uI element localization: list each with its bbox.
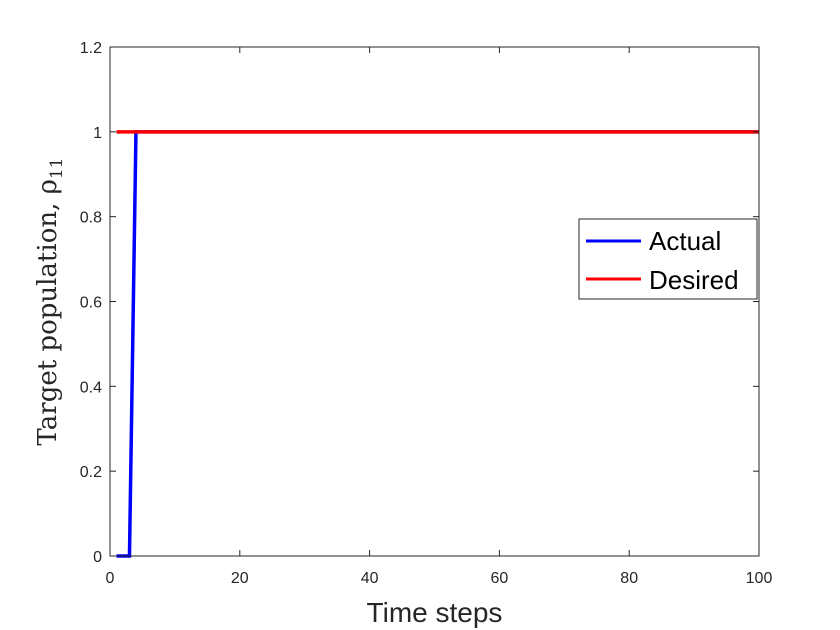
x-axis-ticks: 0 20 40 60 80 100	[106, 47, 773, 587]
y-tick-label: 0	[93, 549, 102, 566]
y-axis-label-main: Target population, ρ	[33, 179, 63, 445]
y-tick-label: 1	[93, 125, 102, 142]
x-tick-label: 60	[491, 570, 509, 587]
x-axis-label: Time steps	[367, 597, 503, 628]
y-tick-label: 0.8	[80, 210, 102, 227]
legend-box	[578, 218, 758, 300]
y-tick-label: 0.4	[80, 379, 102, 396]
y-tick-label: 0.2	[80, 464, 102, 481]
legend-label-desired: Desired	[649, 265, 739, 295]
x-tick-label: 80	[620, 570, 638, 587]
series-layer	[116, 130, 759, 558]
y-tick-label: 1.2	[80, 40, 102, 57]
legend: Actual Desired	[578, 218, 758, 300]
y-axis-label: Target population, ρ11	[33, 157, 67, 445]
x-tick-label: 0	[106, 570, 115, 587]
y-axis-ticks: 0 0.2 0.4 0.6 0.8 1 1.2	[80, 40, 759, 566]
x-tick-label: 20	[231, 570, 249, 587]
plot-background	[110, 47, 759, 556]
x-tick-label: 100	[746, 570, 773, 587]
y-axis-label-subscript: 11	[47, 157, 67, 179]
legend-label-actual: Actual	[649, 226, 721, 256]
y-tick-label: 0.6	[80, 295, 102, 312]
x-tick-label: 40	[361, 570, 379, 587]
